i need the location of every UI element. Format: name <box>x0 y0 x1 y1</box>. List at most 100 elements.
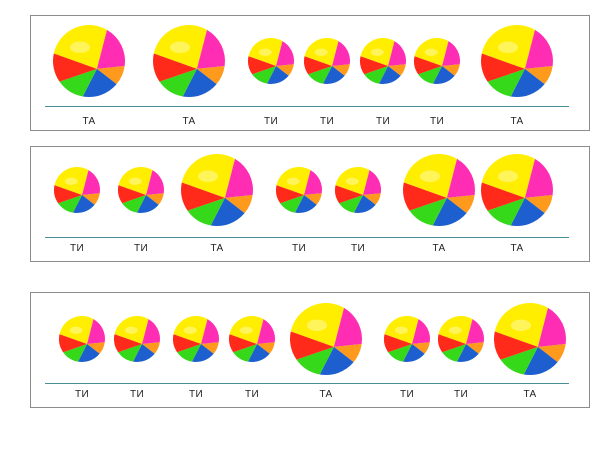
small-ball-icon-segment <box>248 38 283 67</box>
big-ball-icon-segment <box>510 68 545 97</box>
big-ball-icon-segment <box>153 25 207 69</box>
big-ball-icon-segment <box>196 66 225 85</box>
big-ball-icon-segment <box>96 29 125 69</box>
small-ball-icon-segment <box>418 66 443 84</box>
big-ball-icon-segment <box>96 66 125 85</box>
small-ball-icon-highlight <box>239 326 253 334</box>
small-ball-icon-highlight <box>424 48 438 56</box>
small-ball-icon-segment <box>403 344 425 362</box>
big-ball-icon-segment <box>296 346 334 375</box>
big-ball-icon <box>290 303 362 375</box>
small-ball-icon-segment <box>248 344 270 362</box>
syllable-label: ТИ <box>70 243 84 254</box>
small-ball-icon-highlight <box>314 48 328 56</box>
small-ball-icon-segment <box>114 334 143 353</box>
small-ball-icon <box>248 38 294 85</box>
syllable-label: ТА <box>523 389 537 400</box>
big-ball-icon-segment <box>333 344 362 363</box>
syllable-label: ТА <box>182 116 196 127</box>
big-ball-icon-segment <box>196 29 225 69</box>
small-ball-icon-segment <box>201 342 219 354</box>
rhythm-card-1: ТА ТА ТИ ТИ ТИ ТИ ТА <box>30 15 590 131</box>
small-ball-icon-highlight <box>64 177 78 185</box>
small-ball-icon-segment <box>59 316 94 345</box>
small-ball-icon-segment <box>363 193 381 205</box>
big-ball-icon-segment <box>224 158 253 198</box>
big-ball-icon-segment <box>537 344 566 363</box>
big-ball-icon-highlight <box>169 41 191 54</box>
big-ball-icon-segment <box>524 29 554 69</box>
small-ball-icon-segment <box>364 66 389 84</box>
small-ball-icon-segment <box>58 195 83 213</box>
small-ball-icon-segment <box>295 195 317 213</box>
big-ball-icon-segment <box>319 346 354 375</box>
small-ball-icon-segment <box>173 316 208 345</box>
syllable-label: ТА <box>510 116 524 127</box>
syllable-label: ТИ <box>376 116 390 127</box>
big-ball-icon-segment <box>487 197 525 226</box>
small-ball-icon-segment <box>308 66 333 84</box>
big-ball-icon-segment <box>524 158 554 198</box>
big-ball-icon-highlight <box>419 170 441 183</box>
small-ball-icon-segment <box>146 170 164 196</box>
syllable-label: ТИ <box>130 389 144 400</box>
syllable-label: ТА <box>210 243 224 254</box>
small-ball-icon <box>59 316 106 362</box>
small-ball-icon-segment <box>457 344 479 362</box>
small-ball-icon-segment <box>388 41 406 67</box>
syllable-label: ТИ <box>75 389 89 400</box>
small-ball-icon-segment <box>248 56 277 75</box>
small-ball-icon-segment <box>137 195 159 213</box>
small-ball-icon-segment <box>334 185 364 204</box>
small-ball-icon-segment <box>82 170 100 196</box>
small-ball-icon-segment <box>363 170 381 196</box>
small-ball-icon-segment <box>276 64 294 76</box>
small-ball-icon-highlight <box>124 326 138 334</box>
big-ball-icon-segment <box>59 68 97 97</box>
syllable-label: ТИ <box>430 116 444 127</box>
syllable-label: ТА <box>319 389 333 400</box>
small-ball-icon-highlight <box>370 48 384 56</box>
small-ball-icon-segment <box>414 56 443 75</box>
small-ball-icon <box>173 316 219 362</box>
big-ball-icon-highlight <box>306 319 328 332</box>
big-ball-icon <box>403 154 475 226</box>
small-ball-icon-highlight <box>183 326 197 334</box>
small-ball-icon-segment <box>339 195 364 213</box>
big-ball-icon-segment <box>494 331 538 360</box>
small-ball-icon <box>114 316 160 362</box>
big-ball-icon <box>153 25 225 97</box>
small-ball-icon-segment <box>276 185 305 204</box>
small-ball-icon-segment <box>438 316 473 345</box>
small-ball-icon-segment <box>142 319 160 345</box>
small-ball-icon-segment <box>114 316 149 345</box>
small-ball-icon-segment <box>177 344 202 362</box>
big-ball-icon <box>53 24 125 97</box>
big-ball-icon-segment <box>403 154 457 198</box>
small-ball-icon-segment <box>276 167 311 196</box>
small-ball-icon-segment <box>229 334 258 353</box>
big-ball-icon-segment <box>510 197 545 226</box>
syllable-label: ТА <box>432 243 446 254</box>
small-ball-icon-segment <box>146 193 164 205</box>
small-ball-icon-segment <box>442 64 460 76</box>
syllable-label: ТИ <box>292 243 306 254</box>
small-ball-icon-segment <box>63 344 88 362</box>
small-ball-icon-segment <box>442 41 460 67</box>
big-ball-icon-segment <box>487 68 525 97</box>
small-ball-icon-segment <box>87 342 105 354</box>
small-ball-icon <box>304 38 350 84</box>
small-ball-icon-segment <box>466 319 484 345</box>
big-ball-icon-segment <box>481 53 525 82</box>
small-ball-icon <box>334 166 381 213</box>
small-ball-icon-segment <box>332 41 350 67</box>
big-ball-icon-segment <box>481 154 535 198</box>
small-ball-icon-highlight <box>394 326 408 334</box>
small-ball-icon-segment <box>252 66 277 84</box>
small-ball-icon <box>54 167 100 213</box>
small-ball-icon-segment <box>332 64 350 76</box>
syllable-label: ТА <box>82 116 96 127</box>
big-ball-icon-segment <box>181 154 235 198</box>
rhythm-baseline <box>45 383 569 384</box>
small-ball-icon-segment <box>335 166 370 196</box>
